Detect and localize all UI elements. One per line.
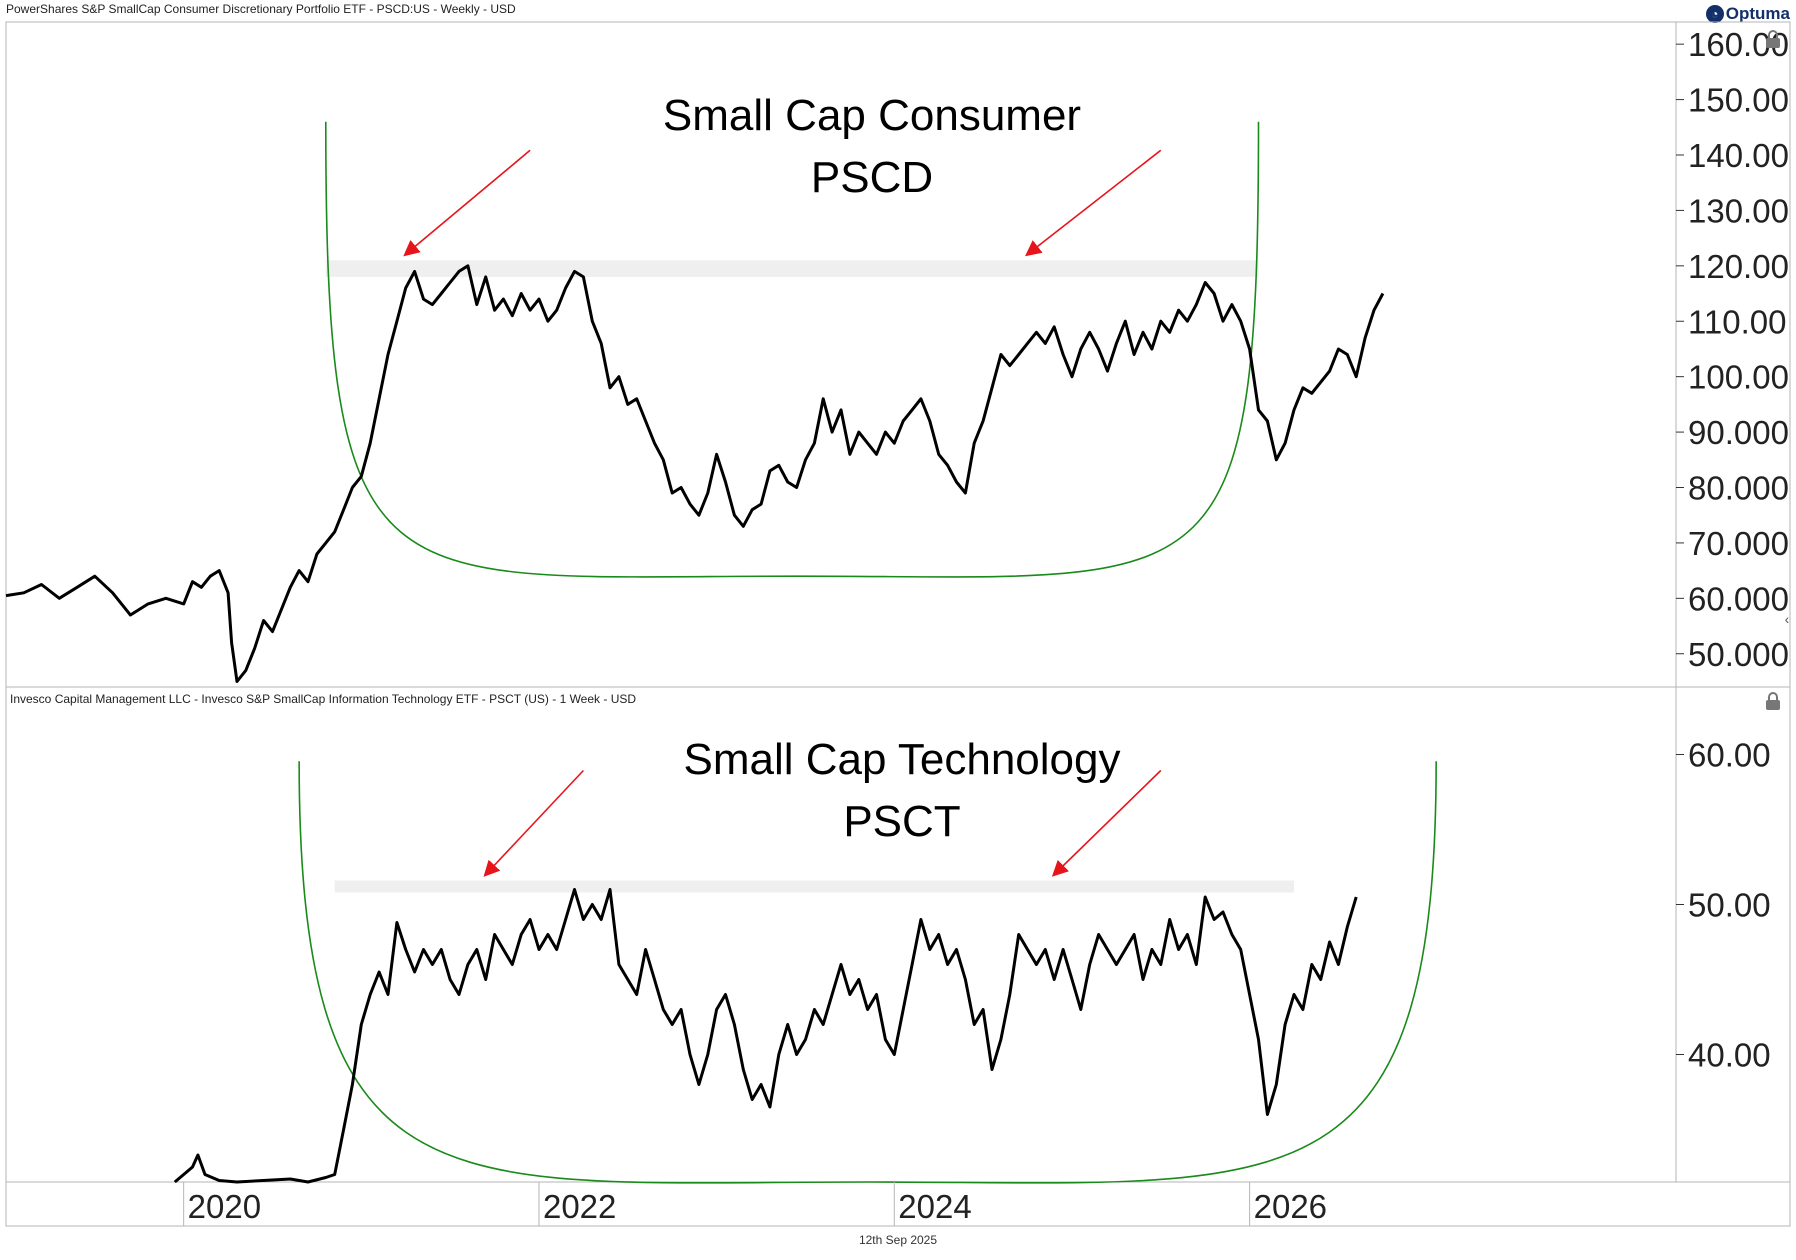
collapse-panel-chevron-icon[interactable]: ‹ [1784,611,1790,627]
footer-date: 12th Sep 2025 [858,1233,938,1247]
red-arrow [403,149,531,257]
red-arrow [483,769,584,877]
optuma-logo-icon: ◔ [1705,5,1724,23]
bottom-chart-source-title: Invesco Capital Management LLC - Invesco… [10,692,637,706]
y-tick-label: 130.00 [1688,192,1789,229]
psct-pane: Small Cap Technology PSCT 60.00 50.00 40.00 [173,735,1771,1184]
chart-subtitle: PSCT [843,797,960,846]
y-tick-label: 60.000 [1688,580,1789,617]
y-tick-label: 50.000 [1688,636,1789,673]
x-tick-label: 2020 [188,1188,261,1225]
resistance-zone [334,880,1295,893]
y-tick-label: 40.00 [1688,1037,1771,1074]
x-tick-label: 2026 [1254,1188,1327,1225]
y-tick-label: 90.000 [1688,414,1789,451]
y-tick-label: 70.000 [1688,525,1789,562]
top-chart-source-title: PowerShares S&P SmallCap Consumer Discre… [6,2,516,16]
y-tick-label: 120.00 [1688,248,1789,285]
chart-frame [5,21,1791,1227]
red-arrow [1051,769,1162,877]
x-tick-label: 2022 [543,1188,616,1225]
y-tick-label: 150.00 [1688,82,1789,119]
y-tick-label: 110.00 [1688,303,1786,340]
pscd-pane: Small Cap ConsumerPSCD160.00150.00140.00… [5,26,1789,683]
y-tick-label: 140.00 [1688,137,1789,174]
y-tick-label: 100.00 [1688,359,1789,396]
optuma-logo: ◔ Optuma [1705,4,1790,24]
lock-icon[interactable] [1762,28,1784,50]
x-tick-label: 2024 [898,1188,971,1225]
rounding-bottom-arc [298,761,1437,1184]
price-line [173,888,1358,1184]
time-axis[interactable]: 2020 2022 2024 2026 [183,1182,1327,1226]
resistance-zone [325,260,1259,277]
lock-icon[interactable] [1762,690,1784,712]
y-tick-label: 80.000 [1688,470,1789,507]
y-tick-label: 50.00 [1688,887,1771,924]
y-tick-label: 60.00 [1688,737,1771,774]
chart-subtitle: PSCD [811,153,933,202]
optuma-logo-text: Optuma [1725,4,1790,23]
chart-title: Small Cap Technology [684,735,1121,784]
rounding-bottom-arc [324,121,1260,578]
red-arrow [1025,149,1162,257]
chart-title: Small Cap Consumer [663,91,1081,140]
price-line [5,264,1385,683]
